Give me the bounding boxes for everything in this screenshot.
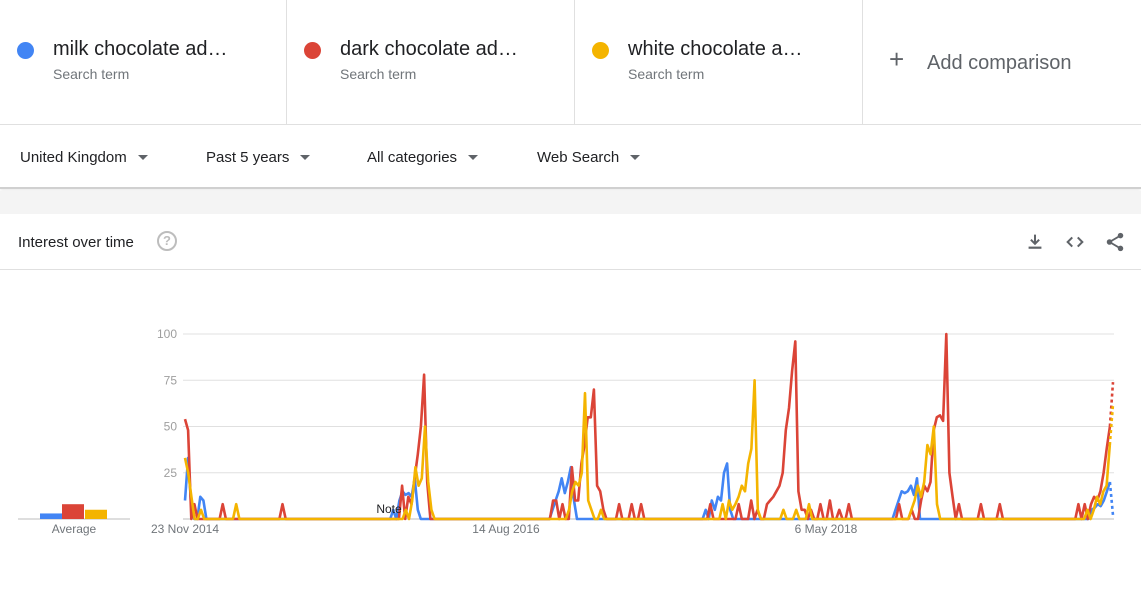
share-icon[interactable] [1104,231,1126,253]
average-label: Average [52,522,97,536]
y-tick-label: 50 [164,420,178,434]
section-divider [0,191,1141,214]
y-tick-label: 75 [164,373,178,387]
plus-icon: + [889,44,905,74]
filter-bar: United Kingdom Past 5 years All categori… [0,125,1141,189]
series-color-dot [304,42,321,59]
search-term-card-2[interactable]: dark chocolate ad… Search term [287,0,575,125]
partial-data-segment [1108,481,1115,516]
search-term-label: white chocolate a… [628,38,803,60]
add-comparison-button[interactable]: + Add comparison [863,0,1141,125]
y-tick-label: 25 [164,466,178,480]
average-bar [62,504,84,519]
card-header: Interest over time ? [0,214,1141,270]
average-bar [40,513,62,519]
embed-code-icon[interactable] [1064,231,1086,253]
category-value: All categories [367,149,458,166]
region-value: United Kingdom [20,149,127,166]
partial-data-segment [1108,382,1115,427]
search-terms-bar: milk chocolate ad… Search term dark choc… [0,0,1141,125]
search-property-value: Web Search [537,149,620,166]
series-line [183,456,1112,521]
region-dropdown[interactable]: United Kingdom [20,149,148,166]
x-tick-label: 6 May 2018 [795,522,858,536]
search-term-type: Search term [628,66,705,82]
caret-down-icon [468,154,479,160]
help-icon[interactable]: ? [157,231,177,251]
search-term-card-3[interactable]: white chocolate a… Search term [575,0,863,125]
note-marker[interactable]: Note [376,502,402,516]
search-term-type: Search term [53,66,130,82]
search-term-card-1[interactable]: milk chocolate ad… Search term [0,0,287,125]
search-term-label: dark chocolate ad… [340,38,518,60]
card-title: Interest over time [18,234,134,251]
category-dropdown[interactable]: All categories [367,149,479,166]
search-term-type: Search term [340,66,417,82]
y-tick-label: 100 [157,327,177,341]
search-term-label: milk chocolate ad… [53,38,228,60]
interest-over-time-card: Interest over time ? [0,214,1141,600]
series-line [183,379,1112,521]
search-property-dropdown[interactable]: Web Search [537,149,641,166]
download-icon[interactable] [1024,231,1046,253]
average-bar [85,509,107,519]
x-tick-label: 23 Nov 2014 [151,522,219,536]
add-comparison-label: Add comparison [927,52,1072,74]
series-color-dot [592,42,609,59]
caret-down-icon [630,154,641,160]
caret-down-icon [300,154,311,160]
time-range-dropdown[interactable]: Past 5 years [206,149,311,166]
time-range-value: Past 5 years [206,149,290,166]
caret-down-icon [137,154,148,160]
series-color-dot [17,42,34,59]
partial-data-segment [1108,404,1115,446]
x-tick-label: 14 Aug 2016 [472,522,540,536]
interest-over-time-chart: 100 75 50 25 23 Nov 2014 14 Aug 2016 6 May 201… [18,327,1115,536]
